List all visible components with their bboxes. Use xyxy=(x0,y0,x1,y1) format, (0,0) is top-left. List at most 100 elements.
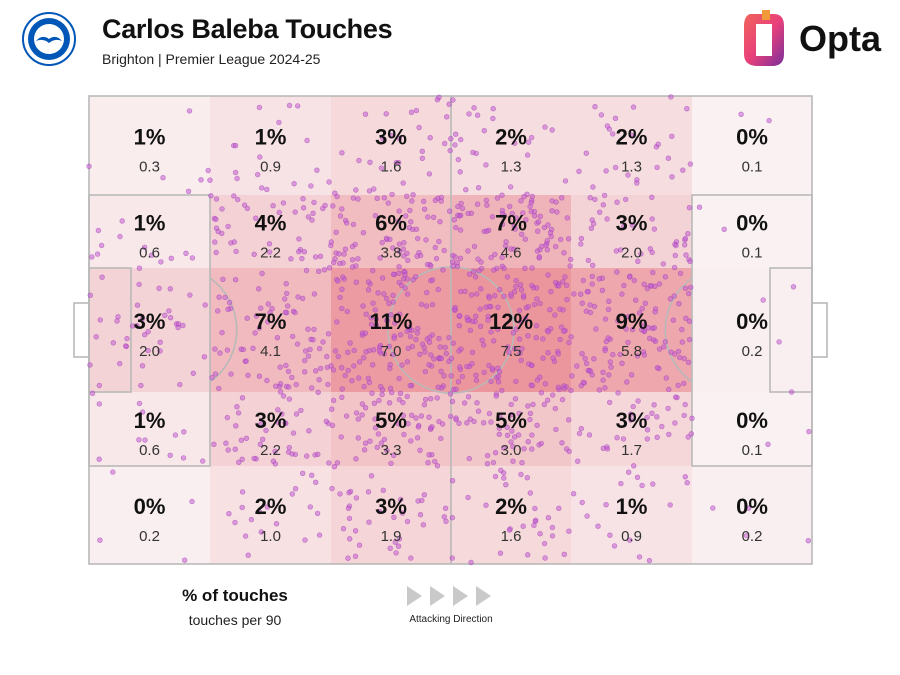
opta-logo-icon xyxy=(744,10,784,66)
touch-point xyxy=(216,385,222,392)
touch-point xyxy=(157,339,163,345)
touch-point xyxy=(530,401,536,408)
touch-point xyxy=(392,320,398,326)
touch-point xyxy=(508,291,514,297)
touch-point xyxy=(436,335,442,342)
touch-point xyxy=(186,108,193,114)
touch-point xyxy=(520,292,527,299)
touch-point xyxy=(550,355,556,361)
touch-point xyxy=(314,167,320,173)
touch-point xyxy=(437,344,443,350)
zone-percent-label: 5% xyxy=(495,408,527,433)
touch-point xyxy=(390,351,396,358)
touch-point xyxy=(617,351,623,358)
touch-point xyxy=(339,386,345,392)
touch-point xyxy=(289,491,295,497)
touch-point xyxy=(311,199,317,206)
zone-per90-label: 1.9 xyxy=(381,528,402,545)
touch-point xyxy=(518,198,524,204)
touch-point xyxy=(448,355,455,362)
touch-point xyxy=(486,295,493,301)
touch-point xyxy=(584,288,590,295)
touch-point xyxy=(441,247,447,254)
touch-point xyxy=(628,417,634,423)
touch-point xyxy=(615,318,621,324)
touch-point xyxy=(308,183,314,189)
right-penalty-arc xyxy=(664,277,693,383)
touch-point xyxy=(302,348,309,354)
touch-point xyxy=(415,424,422,430)
touch-point xyxy=(373,316,379,322)
touch-point xyxy=(499,254,505,261)
touch-point xyxy=(465,494,471,501)
touch-point xyxy=(442,505,449,511)
touch-point xyxy=(134,302,141,308)
touch-point xyxy=(589,262,596,268)
touch-point xyxy=(252,330,258,336)
heatmap-zone xyxy=(692,466,812,564)
touch-point xyxy=(492,293,498,299)
touch-point xyxy=(309,385,315,391)
touch-point xyxy=(626,274,633,280)
zone-percent-label: 1% xyxy=(255,125,287,150)
header: Carlos Baleba Touches Brighton | Premier… xyxy=(0,0,900,80)
touch-point xyxy=(449,398,456,405)
touch-point xyxy=(379,239,385,246)
touch-point xyxy=(391,335,397,341)
touch-point xyxy=(304,137,310,144)
touch-point xyxy=(401,240,407,246)
touch-point xyxy=(407,333,414,340)
touch-point xyxy=(504,274,511,280)
touch-point xyxy=(134,322,140,329)
touch-point xyxy=(443,350,449,357)
touch-point xyxy=(363,311,369,317)
touch-point xyxy=(589,281,595,287)
touch-point xyxy=(552,279,559,286)
touch-point xyxy=(422,368,429,375)
touch-point xyxy=(352,528,359,534)
touch-point xyxy=(625,339,631,346)
touch-point xyxy=(180,455,187,461)
touch-point xyxy=(167,286,174,292)
touch-point xyxy=(438,355,445,362)
touch-point xyxy=(425,460,431,466)
touch-point xyxy=(663,375,669,381)
touch-point xyxy=(356,359,363,365)
touch-point xyxy=(441,373,447,379)
touch-point xyxy=(476,268,482,274)
touch-point xyxy=(424,289,430,296)
touch-point xyxy=(217,350,223,356)
touch-point xyxy=(743,532,750,539)
touch-point xyxy=(656,346,663,352)
touch-point xyxy=(440,267,446,273)
touch-point xyxy=(592,196,598,203)
touch-point xyxy=(456,348,462,354)
touch-point xyxy=(413,274,419,280)
touch-point xyxy=(417,351,423,357)
touch-point xyxy=(636,554,643,560)
touch-point xyxy=(167,315,174,321)
touch-point xyxy=(490,115,496,122)
touch-point xyxy=(258,305,264,311)
touch-point xyxy=(343,413,350,419)
touch-point xyxy=(316,345,323,352)
touch-point xyxy=(141,244,148,251)
touch-point xyxy=(409,412,415,418)
touch-point xyxy=(407,382,413,389)
touch-point xyxy=(349,243,356,250)
touch-point xyxy=(370,300,376,306)
arrow-right-icon xyxy=(453,586,468,606)
touch-point xyxy=(390,245,396,251)
touch-point xyxy=(182,557,188,563)
touch-point xyxy=(275,407,281,413)
touch-point xyxy=(634,474,641,480)
touch-point xyxy=(668,349,674,355)
touch-point xyxy=(189,255,196,261)
touch-point xyxy=(498,467,504,473)
touch-point xyxy=(499,221,506,228)
touch-point xyxy=(566,448,572,455)
touch-point xyxy=(527,410,534,417)
touch-point xyxy=(302,369,308,375)
touch-point xyxy=(683,252,689,258)
touch-point xyxy=(328,239,334,245)
